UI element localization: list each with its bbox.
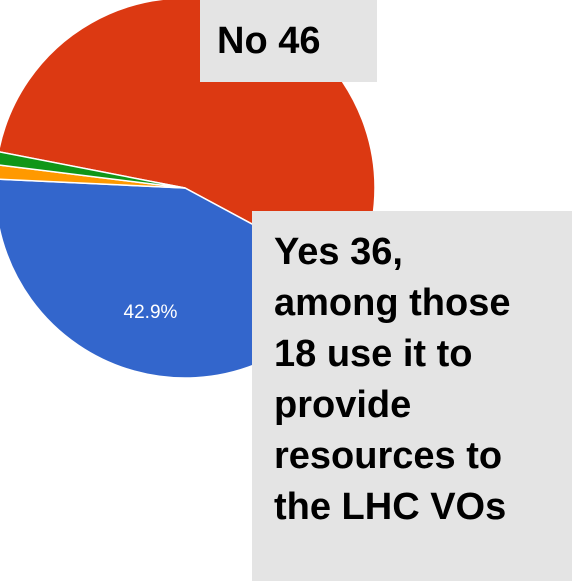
yes-callout-line: 18 use it to <box>274 333 473 375</box>
pie-slice-2 <box>0 164 186 189</box>
yes-callout-line: resources to <box>274 435 503 477</box>
yes-callout-line: Yes 36, <box>274 231 403 273</box>
yes-callout-line: among those <box>274 282 511 324</box>
yes-count-callout: Yes 36, among those 18 use it to provide… <box>252 211 572 581</box>
yes-callout-line: provide <box>274 384 412 426</box>
no-count-text: No 46 <box>217 20 321 62</box>
yes-callout-line: the LHC VOs <box>274 486 507 528</box>
pie-slice-label-1: 42.9% <box>124 302 178 323</box>
no-count-callout: No 46 <box>200 0 377 82</box>
